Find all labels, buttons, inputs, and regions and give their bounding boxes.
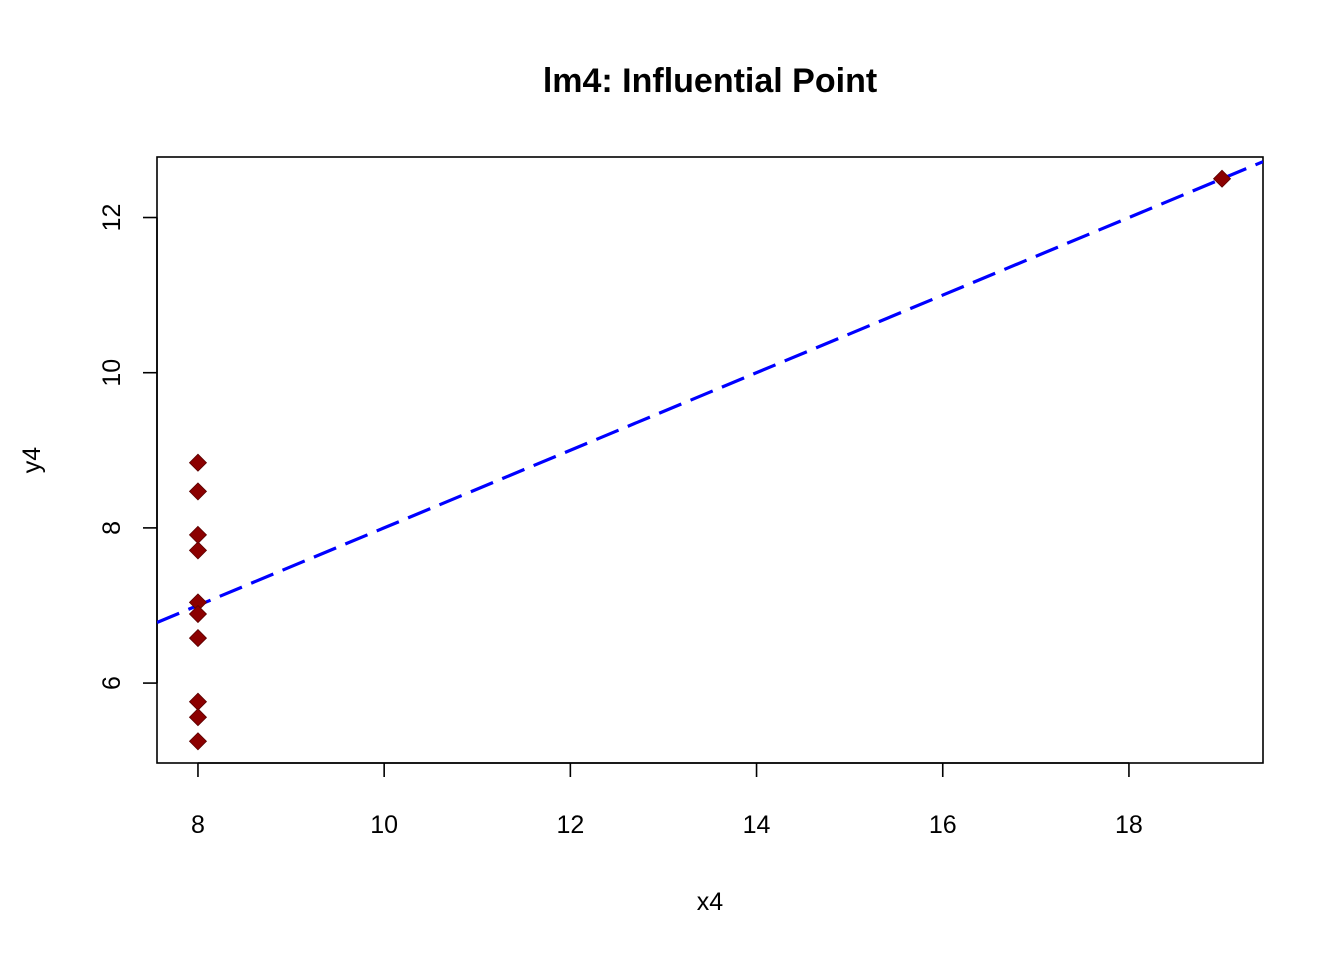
- data-point: [188, 482, 208, 501]
- data-point: [188, 708, 208, 727]
- x-tick-label: 14: [743, 811, 771, 839]
- plot-frame: [156, 156, 1264, 764]
- y-tick-label: 6: [98, 676, 126, 690]
- x-tick-label: 18: [1115, 811, 1143, 839]
- data-point: [188, 541, 208, 560]
- x-tick-label: 10: [370, 811, 398, 839]
- data-point: [188, 604, 208, 624]
- x-axis: 8 10 12 14 16 18: [191, 762, 1143, 839]
- data-point: [188, 732, 208, 751]
- y-axis: 6 8 10 12: [98, 204, 158, 690]
- data-point: [188, 629, 208, 648]
- data-point: [188, 525, 208, 544]
- y-tick-label: 8: [98, 521, 126, 535]
- y-tick-label: 12: [98, 204, 126, 232]
- data-point: [188, 453, 208, 472]
- x-tick-label: 8: [191, 811, 205, 839]
- y-axis-label: y4: [18, 447, 46, 474]
- chart-title: lm4: Influential Point: [543, 62, 877, 100]
- y-tick-label: 10: [98, 359, 126, 387]
- x-tick-label: 12: [556, 811, 584, 839]
- regression-layer: [157, 160, 1263, 624]
- data-point: [1212, 169, 1232, 188]
- regression-line: [157, 160, 1263, 624]
- x-axis-label: x4: [697, 888, 724, 916]
- points-layer: [188, 169, 1232, 751]
- data-point: [188, 692, 208, 711]
- x-tick-label: 16: [929, 811, 957, 839]
